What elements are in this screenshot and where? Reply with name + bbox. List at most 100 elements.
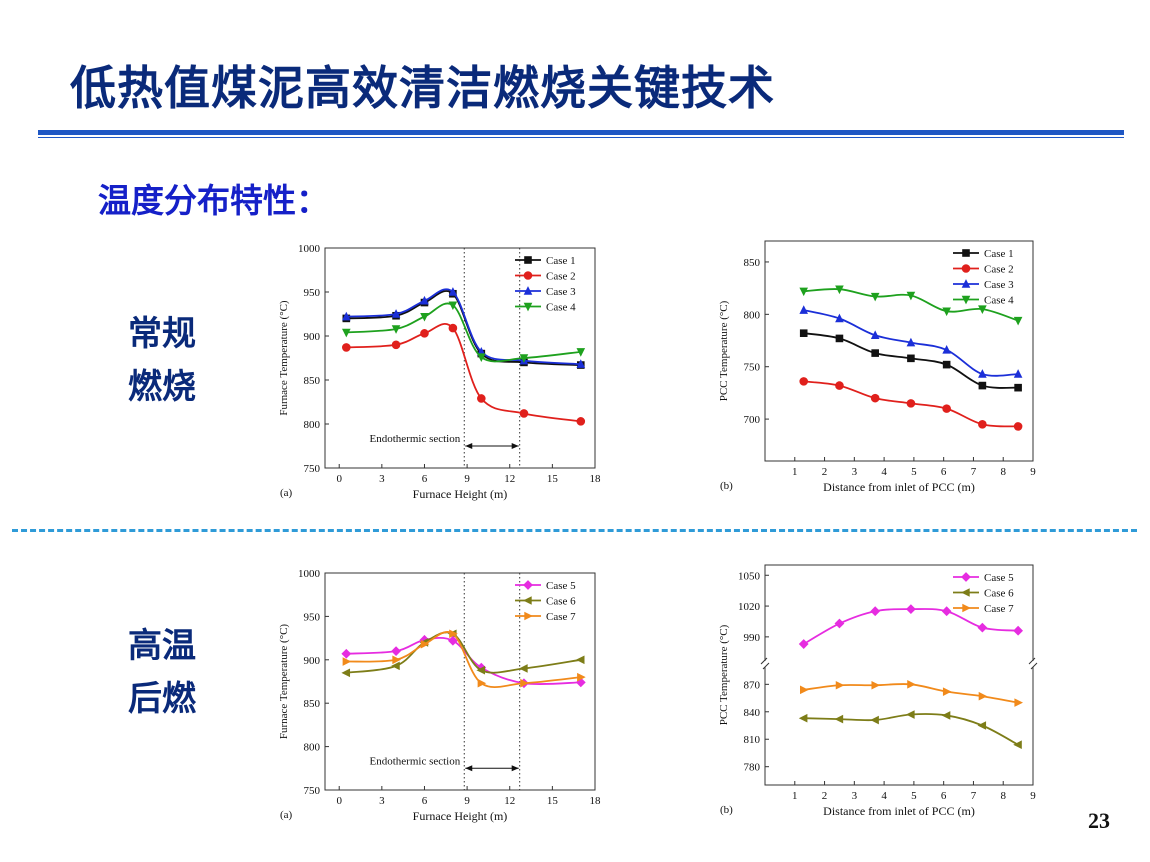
x-tick-label: 6 bbox=[941, 466, 947, 478]
chart-furnace-temp-high-temp: 0 3 6 9 12 15 18 750 800 850 900 950 1000 Furnace Hei… bbox=[278, 568, 601, 823]
axis-break-mark bbox=[1030, 662, 1038, 670]
label-line: 高温 bbox=[128, 626, 196, 666]
legend-entry: Case 5 bbox=[515, 580, 576, 592]
data-point bbox=[477, 353, 486, 363]
data-point bbox=[978, 691, 988, 701]
y-tick-label: 1000 bbox=[298, 243, 321, 255]
annotation-text: Endothermic section bbox=[370, 755, 461, 767]
y-tick-label: 870 bbox=[744, 679, 761, 691]
legend-marker bbox=[961, 264, 971, 273]
data-point bbox=[420, 329, 429, 338]
x-tick-label: 3 bbox=[379, 473, 385, 485]
legend-label: Case 2 bbox=[546, 271, 576, 283]
legend-marker bbox=[961, 588, 970, 597]
data-point bbox=[576, 348, 586, 357]
y-tick-label: 900 bbox=[304, 655, 321, 667]
x-tick-label: 9 bbox=[1030, 790, 1036, 802]
legend-label: Case 4 bbox=[984, 295, 1014, 307]
data-point bbox=[477, 678, 487, 688]
data-point bbox=[391, 309, 401, 318]
x-tick-label: 2 bbox=[822, 790, 828, 802]
x-tick-label: 6 bbox=[941, 790, 947, 802]
data-point bbox=[798, 639, 809, 649]
data-point bbox=[870, 606, 881, 617]
data-point bbox=[1013, 740, 1022, 750]
chart-pcc-temp-conventional: 1 2 3 4 5 6 7 8 9 700 750 800 850 Distance from inlet… bbox=[718, 240, 1036, 494]
data-point bbox=[391, 340, 401, 350]
x-tick-label: 4 bbox=[881, 790, 887, 802]
series-line bbox=[346, 631, 581, 689]
data-point bbox=[449, 629, 458, 639]
x-tick-label: 18 bbox=[590, 473, 602, 485]
y-tick-label: 750 bbox=[304, 785, 321, 797]
title-rule bbox=[38, 130, 1124, 135]
data-point bbox=[978, 305, 987, 314]
legend-label: Case 4 bbox=[546, 302, 576, 314]
legend-entry: Case 5 bbox=[953, 572, 1014, 584]
x-tick-label: 6 bbox=[422, 795, 428, 807]
plot-frame bbox=[764, 240, 1034, 462]
data-point bbox=[391, 325, 401, 334]
data-point bbox=[870, 330, 880, 339]
data-point bbox=[341, 668, 351, 678]
annotation-arrowhead bbox=[511, 443, 519, 449]
y-tick-label: 900 bbox=[304, 331, 321, 343]
data-point bbox=[942, 687, 952, 696]
series-case-2 bbox=[342, 323, 586, 426]
legend-entry: Case 7 bbox=[953, 603, 1014, 615]
data-point bbox=[391, 646, 401, 657]
annotation-arrowhead bbox=[511, 765, 519, 772]
data-point bbox=[577, 672, 586, 682]
legend-label: Case 6 bbox=[984, 588, 1014, 600]
data-point bbox=[448, 301, 458, 311]
y-tick-label: 950 bbox=[304, 287, 321, 299]
y-tick-label: 990 bbox=[744, 632, 761, 644]
data-point bbox=[835, 381, 844, 390]
section-divider bbox=[12, 529, 1137, 532]
data-point bbox=[870, 715, 879, 725]
legend-marker bbox=[961, 279, 971, 288]
legend-label: Case 6 bbox=[546, 596, 576, 608]
plot-frame bbox=[324, 247, 596, 469]
legend-marker bbox=[523, 302, 533, 312]
y-tick-label: 1050 bbox=[738, 570, 761, 582]
y-tick-label: 750 bbox=[304, 463, 321, 475]
panel-label: (a) bbox=[280, 487, 293, 499]
x-tick-label: 1 bbox=[792, 790, 798, 802]
x-tick-label: 0 bbox=[336, 795, 342, 807]
data-point bbox=[906, 710, 915, 719]
y-tick-label: 1000 bbox=[298, 568, 321, 580]
data-point bbox=[575, 655, 585, 665]
data-point bbox=[942, 360, 951, 369]
page-title: 低热值煤泥高效清洁燃烧关键技术 bbox=[70, 61, 775, 115]
legend-marker bbox=[523, 286, 533, 295]
data-point bbox=[419, 634, 430, 645]
axis-break-mark bbox=[1028, 657, 1036, 665]
legend-label: Case 1 bbox=[984, 248, 1014, 260]
axis-break-mark bbox=[762, 662, 770, 670]
data-point bbox=[942, 307, 951, 317]
data-point bbox=[907, 354, 915, 363]
chart-pcc-temp-high-temp: 1 2 3 4 5 6 7 8 9 780 810 840 870 990 1020 1050 Distance… bbox=[718, 564, 1038, 818]
y-axis-label: Furnace Temperature (°C) bbox=[278, 624, 290, 740]
data-point bbox=[941, 606, 952, 617]
legend-entry: Case 2 bbox=[953, 264, 1014, 276]
axis-break-gap bbox=[760, 661, 770, 667]
series-case-3 bbox=[799, 305, 1023, 378]
legend-label: Case 3 bbox=[984, 279, 1014, 291]
data-point bbox=[392, 655, 401, 665]
data-point bbox=[799, 377, 809, 386]
data-point bbox=[420, 312, 429, 322]
legend-label: Case 2 bbox=[984, 264, 1014, 276]
data-point bbox=[799, 287, 809, 297]
data-point bbox=[1013, 369, 1023, 378]
legend-label: Case 5 bbox=[546, 580, 576, 592]
annotation-text: Endothermic section bbox=[370, 433, 461, 445]
x-tick-label: 7 bbox=[971, 466, 977, 478]
x-tick-label: 3 bbox=[852, 790, 858, 802]
data-point bbox=[800, 685, 809, 695]
data-point bbox=[977, 721, 987, 730]
label-line: 燃烧 bbox=[128, 367, 196, 408]
legend-entry: Case 3 bbox=[953, 279, 1014, 291]
legend-label: Case 5 bbox=[984, 572, 1014, 584]
